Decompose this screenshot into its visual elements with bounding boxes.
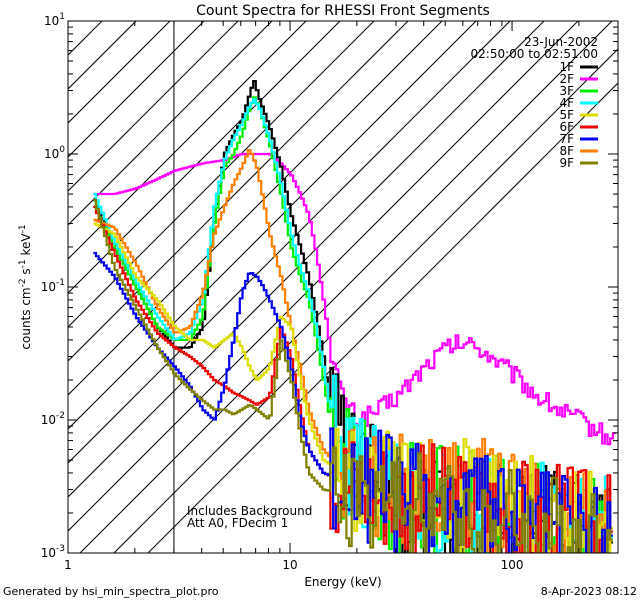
hatch-line — [68, 21, 171, 124]
hatch-line — [68, 21, 239, 192]
y-tick-label: 10-1 — [41, 278, 65, 294]
hatch-line — [68, 21, 307, 260]
series-line-6f — [93, 205, 613, 553]
series-group — [93, 80, 616, 553]
legend: 1F 2F 3F 4F 5F 6F 7F 8F 9F — [559, 60, 598, 170]
y-tick-label: 101 — [44, 12, 65, 28]
annotation-date: 23-Jun-2002 — [524, 35, 598, 49]
x-tick-label: 1 — [64, 558, 72, 572]
hatch-line — [68, 21, 477, 430]
legend-label: 7F — [559, 132, 574, 146]
legend-label: 1F — [559, 60, 574, 74]
hatch-line — [68, 21, 443, 396]
y-axis-label: counts cm-2 s-1 keV-1 — [18, 224, 33, 349]
series-line-9f — [93, 199, 613, 553]
axis-ticks — [67, 20, 619, 554]
legend-label: 3F — [559, 84, 574, 98]
x-axis-label: Energy (keV) — [304, 575, 381, 589]
annotation-time-range: 02:50:00 to 02:51:00 — [471, 47, 598, 61]
hatch-line — [68, 21, 375, 328]
annotation-background-note: Includes Background — [187, 504, 312, 518]
footer-generated-by: Generated by hsi_min_spectra_plot.pro — [3, 585, 219, 598]
legend-label: 5F — [559, 108, 574, 122]
chart-title: Count Spectra for RHESSI Front Segments — [196, 3, 490, 19]
hatch-line — [147, 82, 618, 553]
legend-label: 4F — [559, 96, 574, 110]
legend-label: 8F — [559, 144, 574, 158]
x-tick-label: 10 — [282, 558, 297, 572]
hatch-line — [68, 21, 511, 464]
y-tick-label: 10-3 — [41, 544, 65, 560]
legend-label: 2F — [559, 72, 574, 86]
annotation-attenuator-note: Att A0, FDecim 1 — [187, 516, 288, 530]
x-tick-label: 100 — [501, 558, 524, 572]
hatch-line — [68, 21, 545, 498]
hatch-line — [113, 48, 618, 553]
hatch-line — [68, 21, 273, 226]
series-line-1f — [93, 80, 613, 553]
footer-timestamp: 8-Apr-2023 08:12 — [541, 585, 637, 598]
legend-label: 9F — [559, 156, 574, 170]
hatch-line — [79, 21, 613, 553]
y-tick-label: 10-2 — [41, 411, 65, 427]
series-line-2f — [93, 152, 616, 446]
legend-label: 6F — [559, 120, 574, 134]
y-tick-label: 100 — [44, 145, 65, 161]
hatch-line — [68, 21, 205, 158]
